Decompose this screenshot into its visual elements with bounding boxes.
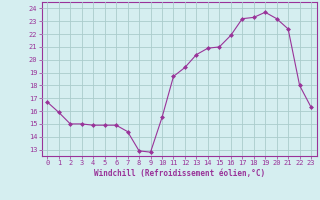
- X-axis label: Windchill (Refroidissement éolien,°C): Windchill (Refroidissement éolien,°C): [94, 169, 265, 178]
